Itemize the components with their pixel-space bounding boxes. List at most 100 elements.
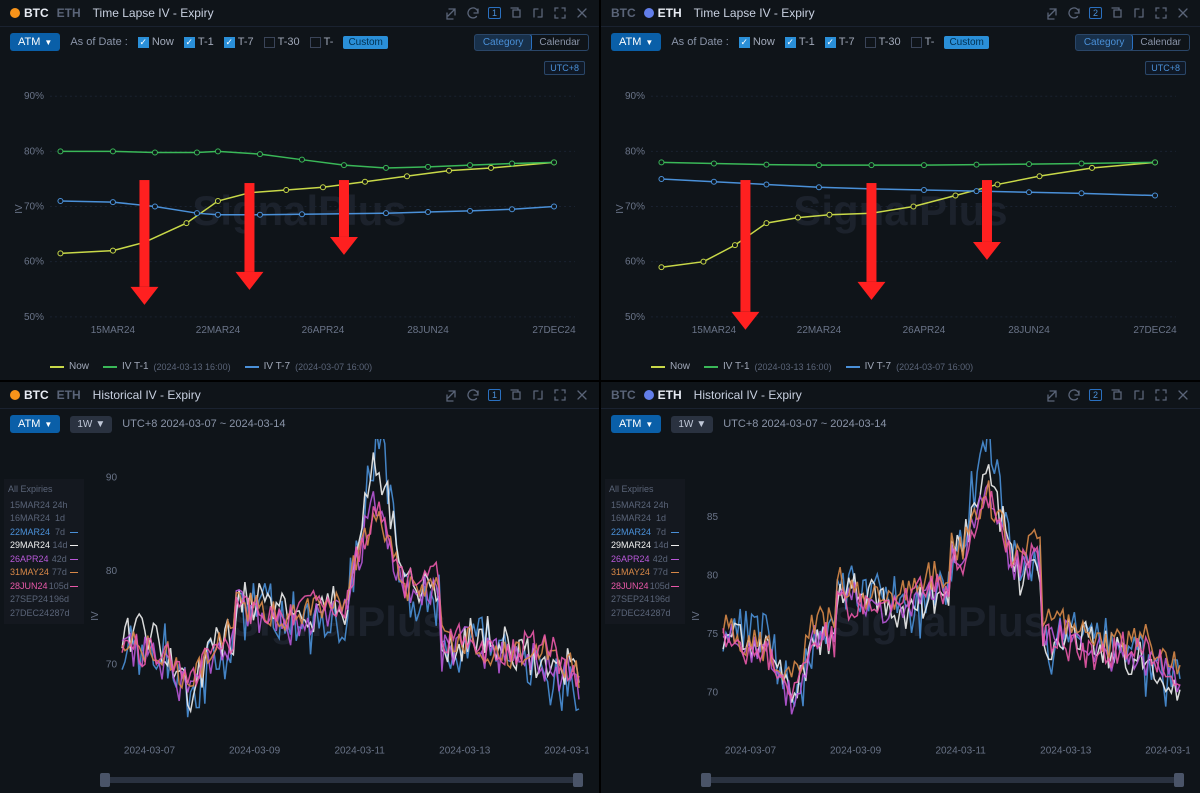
expiry-item[interactable]: 28JUN24 105d bbox=[609, 580, 681, 594]
time-range-slider[interactable] bbox=[701, 773, 1184, 787]
expiry-item[interactable]: 16MAR24 1d bbox=[8, 512, 80, 526]
expand-icon[interactable] bbox=[1132, 6, 1146, 20]
external-icon[interactable] bbox=[444, 388, 458, 402]
period-dropdown[interactable]: 1W▼ bbox=[70, 416, 112, 433]
slider-handle-right[interactable] bbox=[573, 773, 583, 787]
coin-tab-eth[interactable]: ETH bbox=[644, 6, 682, 20]
seg-calendar[interactable]: Calendar bbox=[1132, 35, 1189, 50]
checkbox-t1[interactable]: T-1 bbox=[184, 36, 214, 48]
coin-tab-btc[interactable]: BTC bbox=[611, 388, 636, 402]
refresh-icon[interactable] bbox=[1067, 6, 1081, 20]
checkbox-t[interactable]: T- bbox=[911, 36, 935, 48]
checkbox-t30[interactable]: T-30 bbox=[865, 36, 901, 48]
close-icon[interactable] bbox=[1176, 6, 1190, 20]
legend-item[interactable]: IV T-1 (2024-03-13 16:00) bbox=[103, 361, 231, 372]
fullscreen-icon[interactable] bbox=[1154, 6, 1168, 20]
coin-tab-btc[interactable]: BTC bbox=[10, 388, 49, 402]
checkbox-t[interactable]: T- bbox=[310, 36, 334, 48]
expiry-item[interactable]: 27SEP24 196d bbox=[609, 593, 681, 607]
expiry-item[interactable]: 28JUN24 105d bbox=[8, 580, 80, 594]
atm-dropdown[interactable]: ATM▼ bbox=[611, 33, 661, 51]
svg-text:2024-03-07: 2024-03-07 bbox=[124, 745, 176, 756]
hist-chart-wrap: SignalPlus 707580852024-03-072024-03-092… bbox=[689, 439, 1190, 793]
fullscreen-icon[interactable] bbox=[553, 388, 567, 402]
seg-calendar[interactable]: Calendar bbox=[531, 35, 588, 50]
copy-icon[interactable] bbox=[509, 6, 523, 20]
expiry-item[interactable]: 22MAR24 7d bbox=[609, 526, 681, 540]
close-icon[interactable] bbox=[1176, 388, 1190, 402]
external-icon[interactable] bbox=[1045, 6, 1059, 20]
expiry-item[interactable]: 31MAY24 77d bbox=[8, 566, 80, 580]
coin-tab-eth[interactable]: ETH bbox=[644, 388, 682, 402]
external-icon[interactable] bbox=[1045, 388, 1059, 402]
close-icon[interactable] bbox=[575, 388, 589, 402]
coin-tab-btc[interactable]: BTC bbox=[10, 6, 49, 20]
fullscreen-icon[interactable] bbox=[553, 6, 567, 20]
expiry-label: 27DEC24 bbox=[611, 607, 650, 621]
svg-text:50%: 50% bbox=[625, 312, 645, 323]
refresh-icon[interactable] bbox=[466, 388, 480, 402]
slider-handle-right[interactable] bbox=[1174, 773, 1184, 787]
refresh-icon[interactable] bbox=[1067, 388, 1081, 402]
legend-item[interactable]: IV T-7 (2024-03-07 16:00) bbox=[846, 361, 974, 372]
slider-handle-left[interactable] bbox=[701, 773, 711, 787]
expiry-item[interactable]: 15MAR24 24h bbox=[8, 499, 80, 513]
chart-area: All Expiries 15MAR24 24h 16MAR24 1d 22MA… bbox=[0, 439, 599, 793]
custom-date-chip[interactable]: Custom bbox=[343, 36, 387, 49]
expiry-sub: 77d bbox=[653, 566, 668, 580]
expiry-label: 27SEP24 bbox=[10, 593, 48, 607]
svg-text:IV: IV bbox=[14, 204, 25, 214]
coin-symbol: BTC bbox=[24, 388, 49, 402]
copy-icon[interactable] bbox=[1110, 388, 1124, 402]
slider-handle-left[interactable] bbox=[100, 773, 110, 787]
expand-icon[interactable] bbox=[531, 6, 545, 20]
expiry-item[interactable]: 29MAR24 14d bbox=[609, 539, 681, 553]
coin-tab-eth[interactable]: ETH bbox=[57, 6, 81, 20]
expiry-item[interactable]: 29MAR24 14d bbox=[8, 539, 80, 553]
expiry-item[interactable]: 31MAY24 77d bbox=[609, 566, 681, 580]
coin-tab-btc[interactable]: BTC bbox=[611, 6, 636, 20]
checkbox-t1[interactable]: T-1 bbox=[785, 36, 815, 48]
expiry-item[interactable]: 16MAR24 1d bbox=[609, 512, 681, 526]
legend-item[interactable]: IV T-1 (2024-03-13 16:00) bbox=[704, 361, 832, 372]
atm-dropdown[interactable]: ATM▼ bbox=[611, 415, 661, 433]
period-dropdown[interactable]: 1W▼ bbox=[671, 416, 713, 433]
atm-dropdown[interactable]: ATM▼ bbox=[10, 415, 60, 433]
expand-icon[interactable] bbox=[531, 388, 545, 402]
expiry-item[interactable]: 15MAR24 24h bbox=[609, 499, 681, 513]
checkbox-t30[interactable]: T-30 bbox=[264, 36, 300, 48]
external-icon[interactable] bbox=[444, 6, 458, 20]
svg-text:22MAR24: 22MAR24 bbox=[196, 325, 241, 336]
expiry-item[interactable]: 26APR24 42d bbox=[8, 553, 80, 567]
custom-date-chip[interactable]: Custom bbox=[944, 36, 988, 49]
checkbox-now[interactable]: Now bbox=[138, 36, 174, 48]
panel-tl_btc: BTC ETH Time Lapse IV - Expiry 1 ATM▼ As… bbox=[0, 0, 599, 380]
checkbox-t7[interactable]: T-7 bbox=[825, 36, 855, 48]
legend-item[interactable]: Now bbox=[651, 361, 690, 372]
atm-dropdown[interactable]: ATM▼ bbox=[10, 33, 60, 51]
expiry-item[interactable]: 26APR24 42d bbox=[609, 553, 681, 567]
seg-category[interactable]: Category bbox=[474, 34, 533, 51]
checkbox-t7[interactable]: T-7 bbox=[224, 36, 254, 48]
expiry-item[interactable]: 27DEC24 287d bbox=[609, 607, 681, 621]
coin-tab-eth[interactable]: ETH bbox=[57, 388, 81, 402]
expiry-sub: 77d bbox=[52, 566, 67, 580]
legend-item[interactable]: IV T-7 (2024-03-07 16:00) bbox=[245, 361, 373, 372]
copy-icon[interactable] bbox=[1110, 6, 1124, 20]
close-icon[interactable] bbox=[575, 6, 589, 20]
expiry-item[interactable]: 22MAR24 7d bbox=[8, 526, 80, 540]
coin-dot-icon bbox=[10, 8, 20, 18]
expiry-item[interactable]: 27SEP24 196d bbox=[8, 593, 80, 607]
legend-item[interactable]: Now bbox=[50, 361, 89, 372]
expand-icon[interactable] bbox=[1132, 388, 1146, 402]
time-range-slider[interactable] bbox=[100, 773, 583, 787]
copy-icon[interactable] bbox=[509, 388, 523, 402]
legend-label: Now bbox=[670, 361, 690, 372]
expiry-dash-icon bbox=[70, 586, 78, 587]
expiry-dash-icon bbox=[671, 586, 679, 587]
seg-category[interactable]: Category bbox=[1075, 34, 1134, 51]
expiry-item[interactable]: 27DEC24 287d bbox=[8, 607, 80, 621]
checkbox-now[interactable]: Now bbox=[739, 36, 775, 48]
refresh-icon[interactable] bbox=[466, 6, 480, 20]
fullscreen-icon[interactable] bbox=[1154, 388, 1168, 402]
